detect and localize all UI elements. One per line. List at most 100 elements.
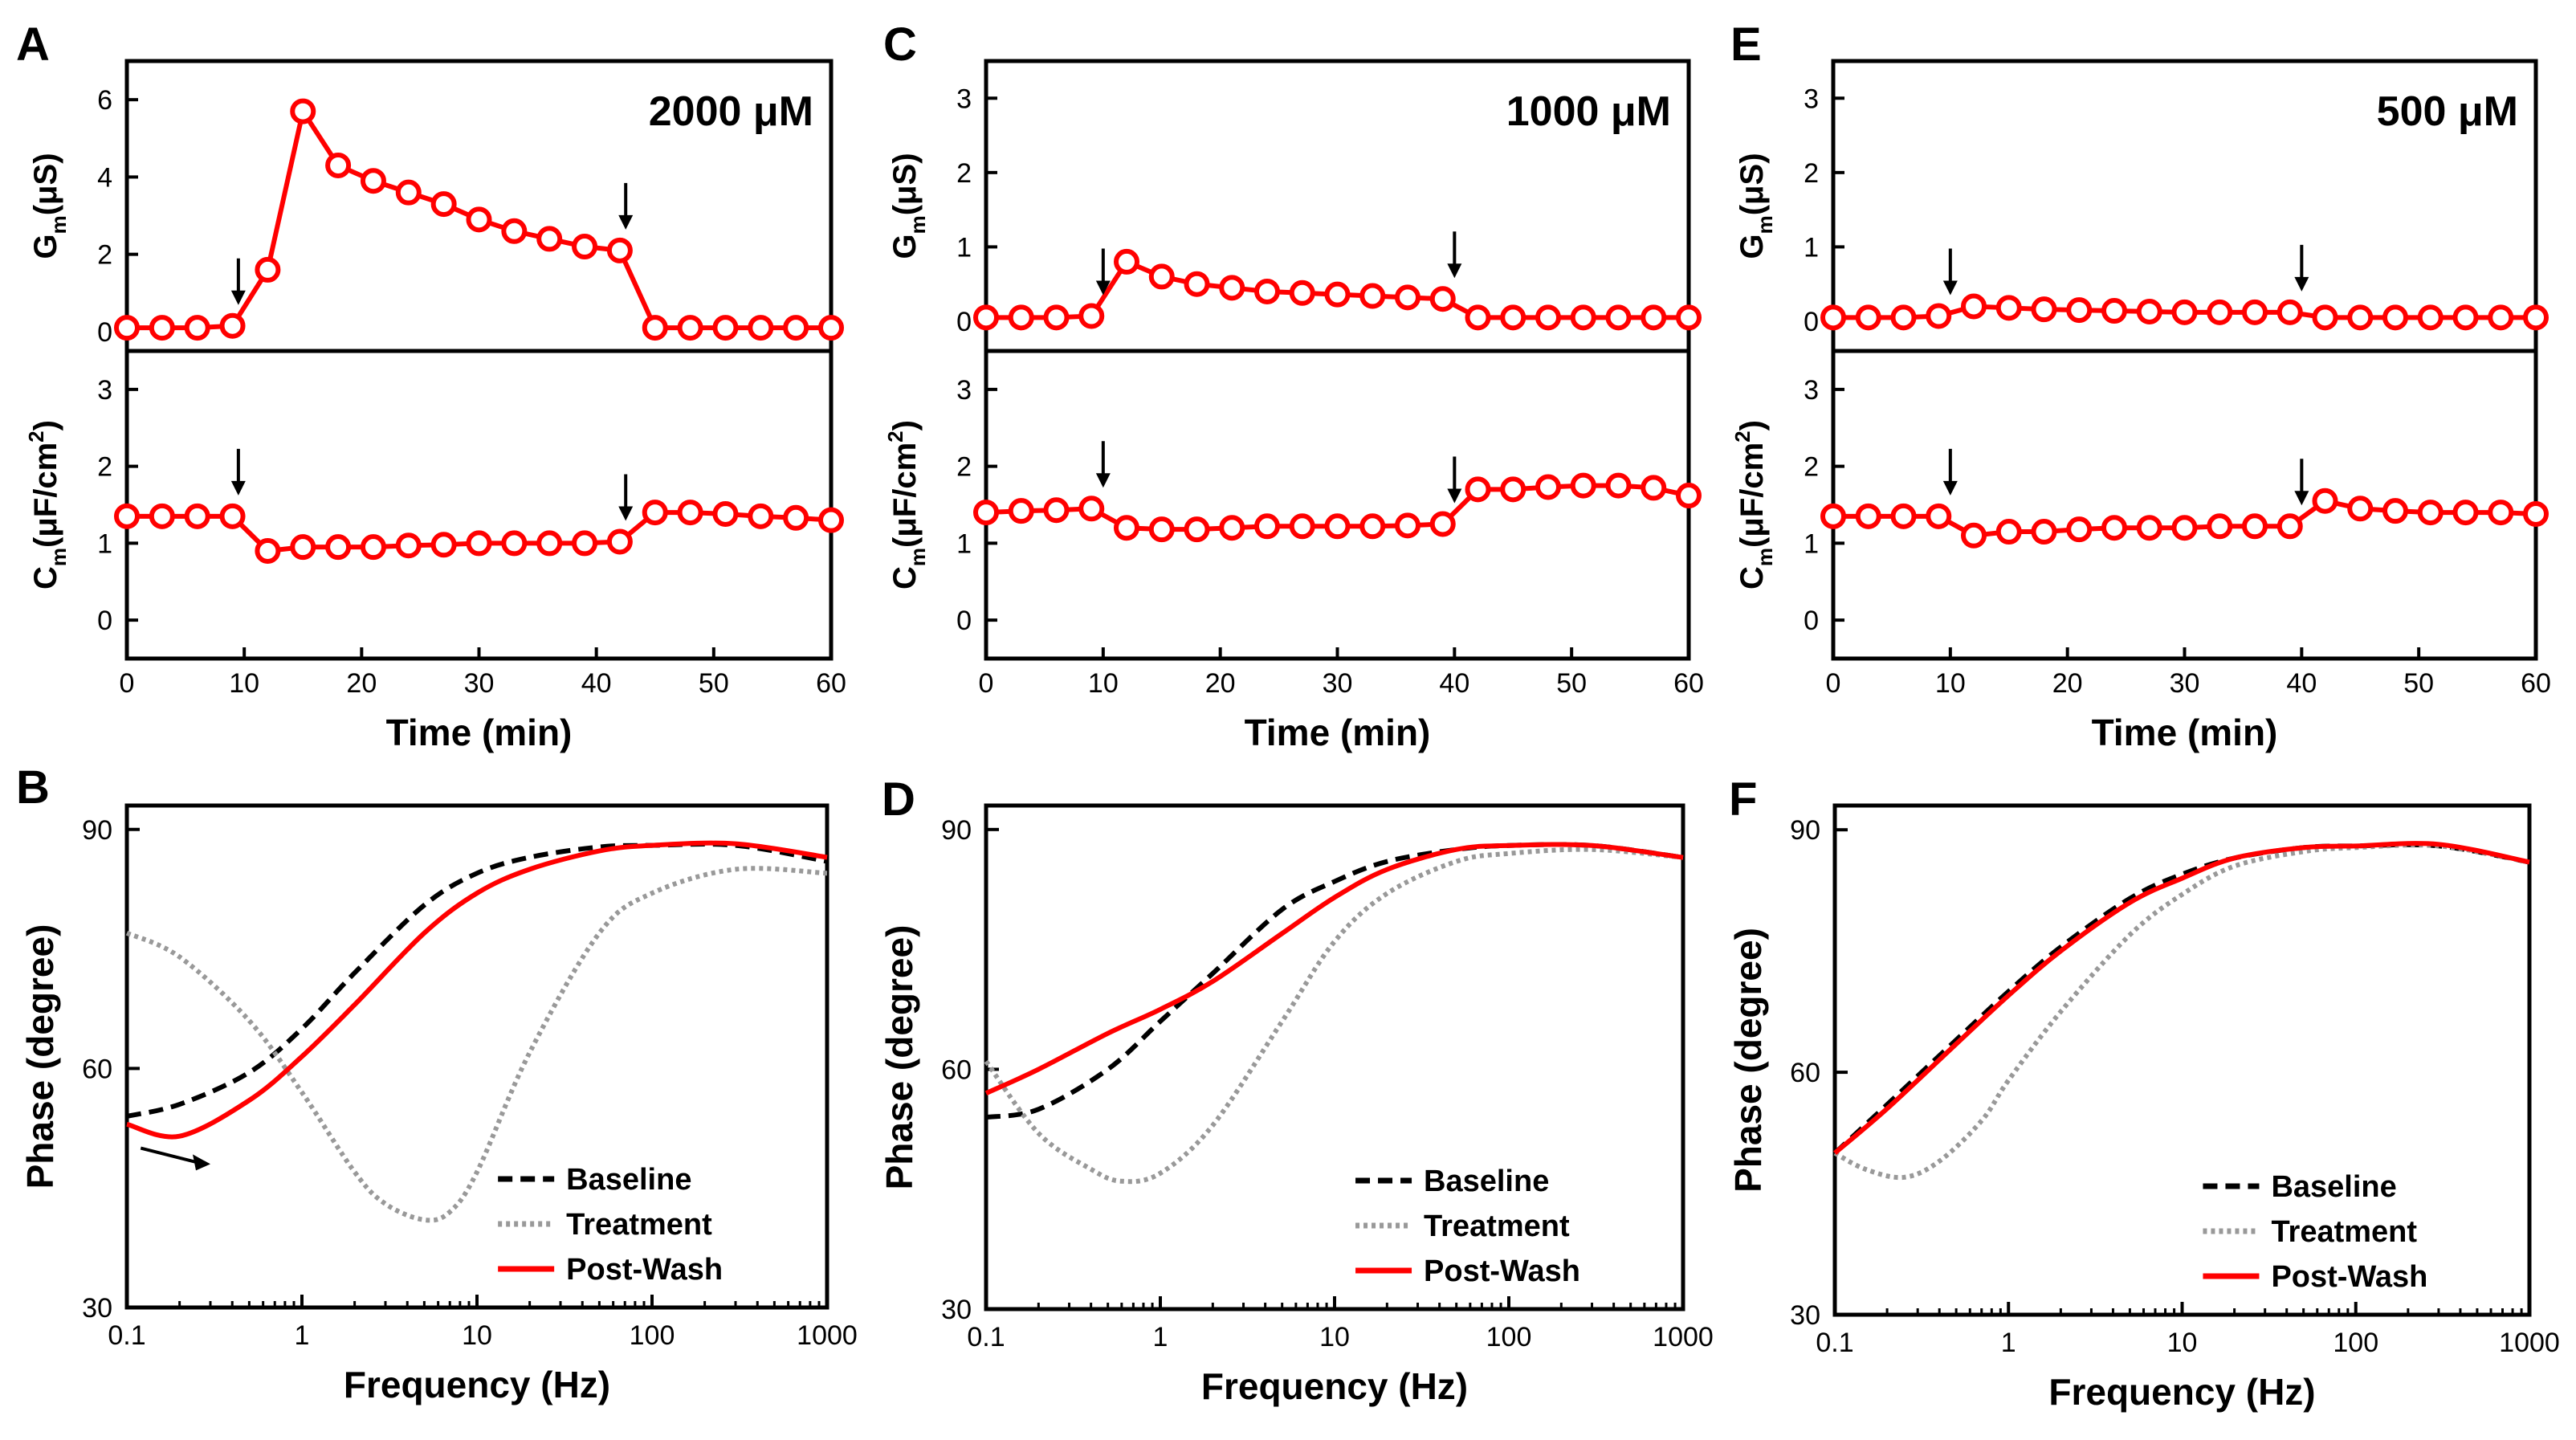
data-point [1219,275,1245,301]
label-end: ) [28,420,63,430]
label-end: ) [1734,420,1770,430]
data-point [1078,496,1105,522]
data-point [2031,519,2057,545]
x-tick-label: 20 [1205,668,1236,699]
legend-label-post-wash: Post-Wash [1424,1254,1580,1288]
data-point [2171,299,2198,325]
data-point [1043,304,1070,331]
x-tick-label: 60 [2521,668,2551,699]
arrow-head-icon [1942,280,1958,296]
label-sup: 2 [883,430,907,442]
y-tick-label: 2 [1804,158,1819,189]
gm-axis-label: Gm(μS) [28,153,71,259]
legend-label-treatment: Treatment [2271,1215,2417,1249]
data-point [572,530,598,557]
data-point [219,312,246,339]
cm-axis-label: Cm(μF/cm2) [24,420,71,589]
label-rest: (μF/cm [887,443,923,548]
data-point [1148,263,1175,290]
data-point [2101,298,2127,324]
data-point [1114,248,1139,275]
data-point [677,315,703,341]
x-tick-label: 50 [699,668,729,699]
label-main: C [1734,566,1770,589]
label-rest: (μS) [1734,153,1770,215]
series-treatment [1833,842,2530,1181]
x-tick-label: 20 [2052,668,2083,699]
data-point [1254,278,1280,304]
data-point [1890,503,1917,529]
data-point [818,315,844,341]
data-point [2347,304,2374,331]
data-point [572,234,598,260]
y-tick-label: 0 [956,307,972,337]
data-point [1148,516,1175,543]
data-point [1855,503,1881,529]
legend-label-post-wash: Post-Wash [566,1253,723,1287]
data-point [1926,303,1952,329]
data-point [1890,304,1917,331]
data-point [2207,299,2233,325]
data-point [1500,476,1526,503]
data-point [1961,293,1987,320]
x-tick-label: 1000 [797,1320,858,1351]
legend-label-baseline: Baseline [1424,1165,1549,1198]
data-point [783,504,809,531]
data-point [1820,304,1846,331]
label-rest: (μS) [28,153,63,215]
data-point [255,256,281,283]
y-tick-label: 6 [97,85,112,116]
plot-frame-E [1831,59,2538,661]
data-point [1289,513,1315,540]
data-point [2312,487,2338,514]
data-point [536,530,563,557]
data-point [149,503,175,529]
data-point [395,532,422,559]
y-tick-label: 3 [1804,84,1819,114]
data-point [2171,515,2198,541]
x-tick-label: 10 [462,1320,492,1351]
data-point [1995,295,2022,321]
x-tick-label: 30 [1323,668,1353,699]
x-tick-label: 1 [295,1320,310,1351]
data-point [1605,472,1632,499]
x-axis-label: Time (min) [1245,712,1431,753]
data-point [1995,519,2022,545]
data-point [818,507,844,533]
y-tick-label: 90 [941,815,972,846]
data-point [677,500,703,526]
legend-label-baseline: Baseline [566,1163,691,1197]
data-point [1465,304,1491,331]
y-tick-label: 2 [97,240,112,271]
data-point [290,98,316,124]
x-axis-label: Frequency (Hz) [344,1364,610,1405]
x-axis-label: Time (min) [2092,712,2278,753]
y-axis-label: Phase (degree) [19,924,61,1189]
y-tick-label: 90 [82,815,112,846]
arrow-head-icon [193,1154,211,1171]
legend-label-baseline: Baseline [2271,1170,2396,1204]
x-tick-label: 10 [1935,668,1966,699]
label-sup: 2 [1730,430,1755,442]
arrow-icon [140,1146,198,1165]
data-point [1570,304,1596,331]
data-point [184,315,210,341]
data-point [430,532,457,558]
x-tick-label: 40 [1439,668,1469,699]
y-axis-label: Phase (degree) [1727,928,1769,1193]
data-point [184,503,210,529]
x-tick-label: 40 [581,668,612,699]
y-axis-label: Phase (degree) [878,925,920,1190]
label-sub: m [1753,548,1777,566]
arrow-head-icon [2294,491,2309,506]
data-point [2031,296,2057,323]
arrow-head-icon [1942,480,1958,496]
cm-axis-label: Cm(μF/cm2) [1730,420,1777,589]
x-tick-label: 1 [2001,1328,2016,1358]
gm-axis-label: Gm(μS) [1734,153,1777,259]
data-point [2242,513,2268,540]
x-tick-label: 0 [120,668,135,699]
data-point [430,191,457,218]
data-point [1395,284,1420,311]
data-point [2312,304,2338,331]
